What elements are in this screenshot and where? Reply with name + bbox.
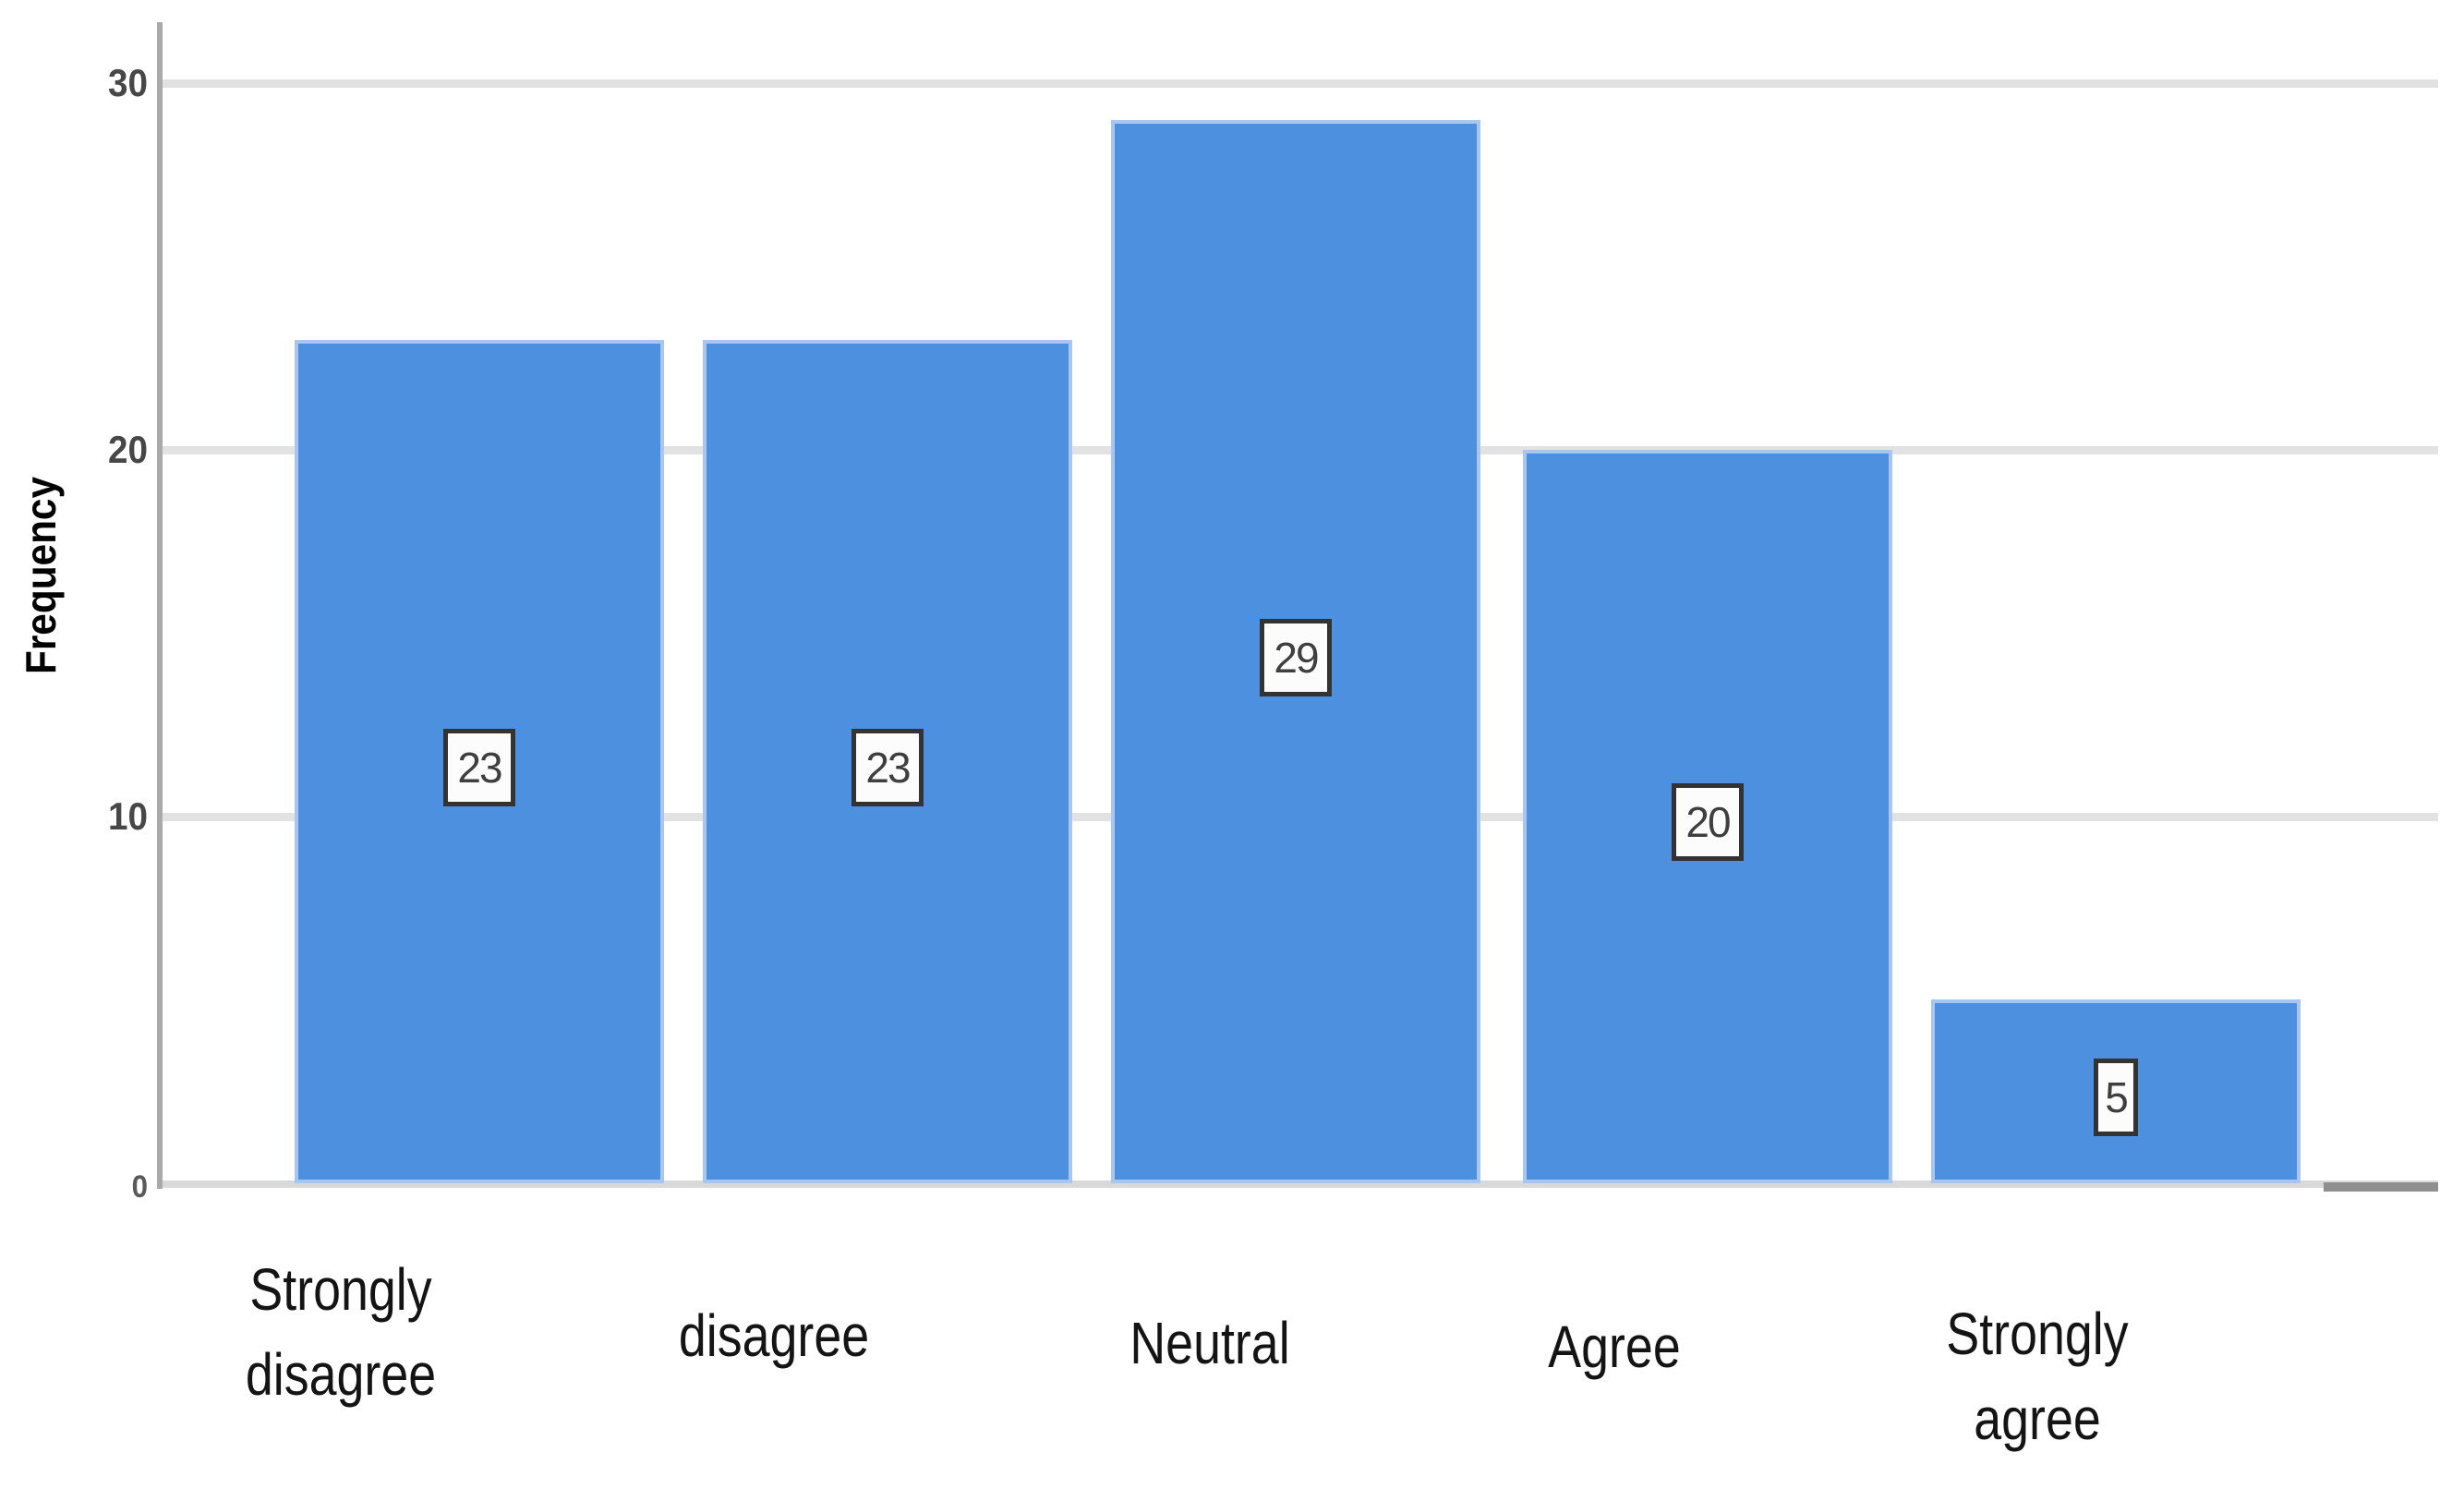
x-axis-end-dash	[2324, 1182, 2438, 1192]
x-category-text-agree: Agree	[1548, 1313, 1681, 1380]
y-tick-label-10: 10	[108, 794, 148, 838]
x-category-text-strongly-agree: Strongly agree	[1946, 1301, 2129, 1452]
gridline-30	[161, 79, 2438, 88]
value-label-strongly-disagree: 23	[443, 728, 515, 806]
x-category-text-disagree: disagree	[678, 1302, 870, 1369]
value-label-disagree: 23	[852, 728, 924, 806]
value-label-agree: 20	[1672, 783, 1744, 861]
y-tick-label-30: 30	[108, 61, 148, 104]
value-label-neutral: 29	[1260, 618, 1332, 696]
y-tick-label-20: 20	[108, 428, 148, 471]
x-category-label-disagree: disagree	[660, 1293, 888, 1378]
x-category-label-neutral: Neutral	[1115, 1301, 1305, 1386]
x-category-text-strongly-disagree: Strongly disagree	[245, 1256, 437, 1408]
x-category-label-strongly-disagree: Strongly disagree	[227, 1247, 454, 1417]
y-axis-line	[157, 22, 163, 1189]
value-label-strongly-agree: 5	[2094, 1058, 2138, 1136]
x-category-text-neutral: Neutral	[1129, 1310, 1290, 1376]
y-axis-title: Frequency	[17, 476, 65, 675]
x-axis-line	[158, 1180, 2438, 1188]
y-tick-label-0: 0	[131, 1169, 148, 1205]
x-category-label-strongly-agree: Strongly agree	[1929, 1291, 2146, 1461]
x-category-label-agree: Agree	[1536, 1304, 1694, 1389]
